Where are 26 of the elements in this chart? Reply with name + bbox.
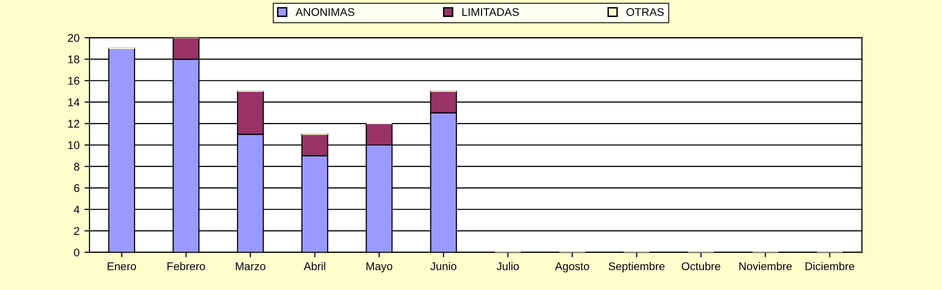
y-tick-label: 6 <box>74 184 80 192</box>
x-tick-label: Mayo <box>366 262 392 272</box>
legend-label: ANONIMAS <box>296 8 354 16</box>
x-tick-label: Agosto <box>554 262 590 272</box>
x-tick-label: Octubre <box>682 262 720 270</box>
legend-label: OTRAS <box>626 8 664 16</box>
y-tick-label: 2 <box>74 227 80 235</box>
x-tick-label: Abril <box>304 262 326 270</box>
y-tick-label: 12 <box>68 120 80 128</box>
x-tick-label: Diciembre <box>806 262 854 270</box>
y-tick-label: 18 <box>68 55 80 64</box>
y-tick-label: 20 <box>68 34 80 42</box>
y-tick-label: 0 <box>74 248 80 256</box>
y-tick-label: 16 <box>68 76 80 85</box>
x-tick-label: Septiembre <box>608 262 665 272</box>
legend-label: LIMITADAS <box>462 8 519 16</box>
x-tick-label: Julio <box>496 262 519 270</box>
y-tick-label: 14 <box>68 98 80 106</box>
x-tick-label: Junio <box>430 262 456 270</box>
x-tick-label: Noviembre <box>739 262 792 270</box>
x-tick-label: Febrero <box>168 262 206 270</box>
y-tick-label: 8 <box>74 162 80 171</box>
y-tick-label: 10 <box>68 141 80 150</box>
y-tick-label: 4 <box>74 206 80 214</box>
x-tick-label: Marzo <box>236 262 266 270</box>
x-tick-label: Enero <box>108 262 136 270</box>
